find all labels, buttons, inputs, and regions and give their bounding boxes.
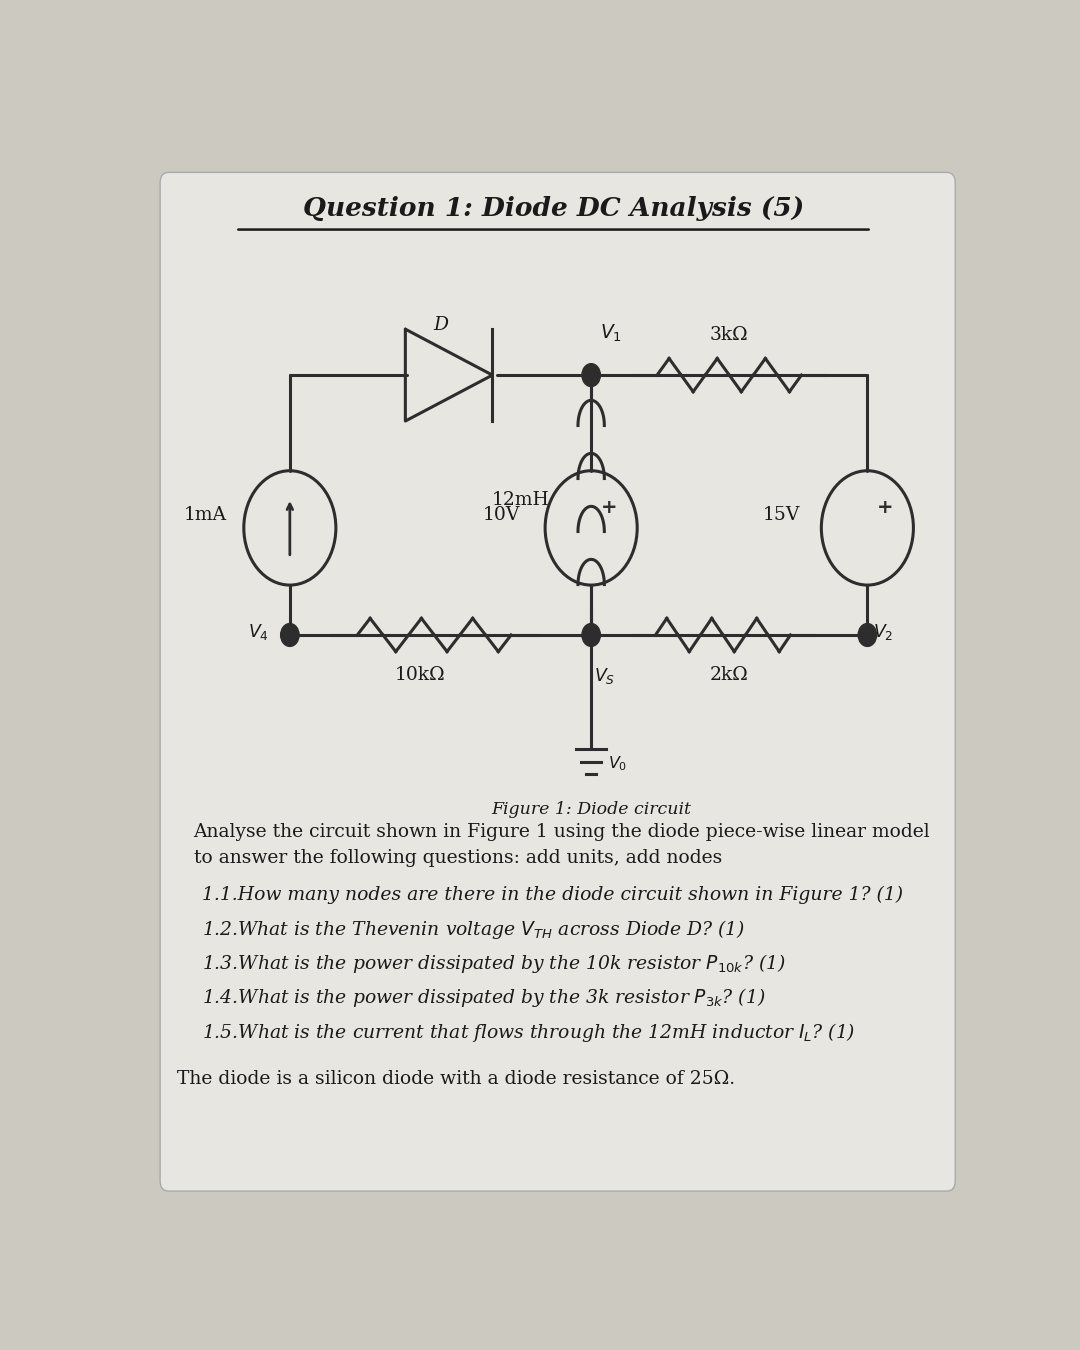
Text: Analyse the circuit shown in Figure 1 using the diode piece-wise linear model: Analyse the circuit shown in Figure 1 us… [193, 824, 930, 841]
Text: 10kΩ: 10kΩ [394, 666, 445, 684]
Circle shape [582, 624, 600, 647]
Text: 12mH: 12mH [491, 491, 550, 509]
Text: 10V: 10V [483, 506, 521, 524]
Text: $V_S$: $V_S$ [594, 666, 615, 686]
Text: 1.4.What is the power dissipated by the 3k resistor $P_{3k}$? (1): 1.4.What is the power dissipated by the … [202, 987, 766, 1010]
Text: 1mA: 1mA [184, 506, 227, 524]
Text: +: + [877, 498, 893, 517]
Text: 15V: 15V [764, 506, 800, 524]
FancyBboxPatch shape [160, 173, 956, 1191]
Text: 3kΩ: 3kΩ [710, 325, 748, 344]
Text: The diode is a silicon diode with a diode resistance of 25Ω.: The diode is a silicon diode with a diod… [177, 1069, 735, 1088]
Text: to answer the following questions: add units, add nodes: to answer the following questions: add u… [193, 849, 721, 868]
Text: 1.2.What is the Thevenin voltage $V_{TH}$ across Diode D? (1): 1.2.What is the Thevenin voltage $V_{TH}… [202, 918, 745, 941]
Circle shape [281, 624, 299, 647]
Text: 1.3.What is the power dissipated by the 10k resistor $P_{10k}$? (1): 1.3.What is the power dissipated by the … [202, 952, 786, 975]
Text: $V_0$: $V_0$ [608, 755, 627, 774]
Text: D: D [433, 316, 448, 333]
Circle shape [582, 363, 600, 386]
Text: $V_2$: $V_2$ [874, 622, 893, 641]
Text: Question 1: Diode DC Analysis (5): Question 1: Diode DC Analysis (5) [302, 196, 805, 221]
Text: $V_1$: $V_1$ [599, 323, 621, 344]
Text: 2kΩ: 2kΩ [710, 666, 748, 684]
Text: 1.1.How many nodes are there in the diode circuit shown in Figure 1? (1): 1.1.How many nodes are there in the diod… [202, 886, 903, 904]
Circle shape [859, 624, 877, 647]
Text: Figure 1: Diode circuit: Figure 1: Diode circuit [491, 802, 691, 818]
Text: +: + [600, 498, 617, 517]
Text: $V_4$: $V_4$ [248, 622, 269, 641]
Text: 1.5.What is the current that flows through the 12mH inductor $I_L$? (1): 1.5.What is the current that flows throu… [202, 1021, 855, 1044]
